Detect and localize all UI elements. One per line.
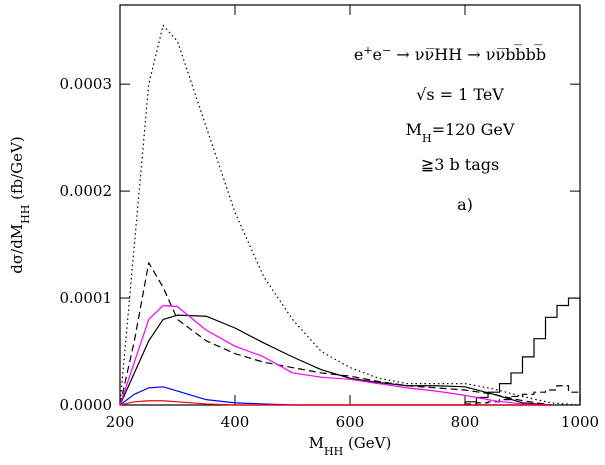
annotation: √s = 1 TeV bbox=[416, 85, 504, 104]
y-axis-label-part: (fb/GeV) bbox=[8, 136, 26, 204]
line-series bbox=[119, 304, 552, 406]
x-axis-label-part: HH bbox=[324, 445, 343, 458]
annotation-part: M bbox=[406, 120, 422, 139]
histogram-bin bbox=[569, 298, 581, 405]
x-tick-label: 1000 bbox=[561, 413, 599, 431]
histogram-bin bbox=[569, 392, 581, 405]
line-series bbox=[119, 400, 552, 406]
x-tick-label: 400 bbox=[221, 413, 250, 431]
y-tick-label: 0.0001 bbox=[60, 289, 113, 307]
annotation-part: a) bbox=[457, 195, 473, 214]
y-tick-label: 0.0003 bbox=[60, 75, 113, 93]
histogram-bin bbox=[557, 386, 569, 405]
line-series bbox=[119, 24, 581, 406]
annotation: a) bbox=[457, 195, 473, 214]
annotation-part: + bbox=[363, 44, 372, 57]
annotation-part: H bbox=[422, 132, 432, 145]
histogram-bin bbox=[546, 390, 558, 405]
annotation-part: ≧3 b tags bbox=[421, 155, 499, 174]
histogram-outline bbox=[464, 385, 581, 405]
x-axis-label-part: (GeV) bbox=[343, 434, 391, 452]
annotation: ≧3 b tags bbox=[421, 155, 499, 174]
histogram-outline bbox=[464, 297, 581, 405]
plot-frame bbox=[119, 4, 581, 406]
x-axis-label: MHH (GeV) bbox=[309, 434, 392, 458]
x-tick-label: 200 bbox=[106, 413, 135, 431]
annotation-part: → νν̅HH → νν̅bb̅bb̅ bbox=[391, 44, 546, 64]
y-tick-label: 0.0000 bbox=[60, 396, 113, 414]
annotation-part: √s = 1 TeV bbox=[416, 85, 504, 104]
y-axis-label: dσ/dMHH (fb/GeV) bbox=[8, 136, 32, 273]
annotation-part: e bbox=[354, 45, 363, 64]
x-tick-label: 600 bbox=[336, 413, 365, 431]
y-tick-label: 0.0002 bbox=[60, 182, 113, 200]
x-tick-label: 800 bbox=[451, 413, 480, 431]
annotation-part: =120 GeV bbox=[432, 120, 515, 139]
y-axis-label-part: dσ/dM bbox=[8, 224, 26, 274]
annotation-part: e bbox=[373, 45, 382, 64]
annotation-part: − bbox=[382, 44, 391, 57]
annotation: e+e− → νν̅HH → νν̅bb̅bb̅ bbox=[354, 44, 546, 65]
y-axis-label-part: HH bbox=[19, 205, 32, 224]
annotation: MH=120 GeV bbox=[406, 120, 515, 145]
line-series bbox=[119, 314, 552, 406]
line-series bbox=[119, 262, 552, 406]
x-axis-label-part: M bbox=[309, 434, 324, 452]
